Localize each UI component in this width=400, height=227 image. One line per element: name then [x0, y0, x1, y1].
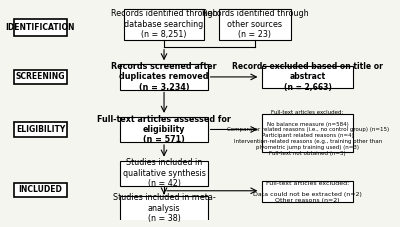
- FancyBboxPatch shape: [14, 183, 67, 197]
- FancyBboxPatch shape: [124, 8, 204, 40]
- Text: Records identified through
other sources
(n = 23): Records identified through other sources…: [202, 10, 308, 39]
- FancyBboxPatch shape: [262, 181, 353, 202]
- Text: Records screened after
duplicates removed
(n = 3,234): Records screened after duplicates remove…: [111, 62, 217, 92]
- FancyBboxPatch shape: [14, 122, 67, 137]
- FancyBboxPatch shape: [14, 70, 67, 84]
- FancyBboxPatch shape: [120, 161, 208, 186]
- FancyBboxPatch shape: [14, 20, 67, 36]
- Text: IDENTIFICATION: IDENTIFICATION: [6, 23, 75, 32]
- FancyBboxPatch shape: [120, 117, 208, 142]
- Text: Studies included in meta-
analysis
(n = 38): Studies included in meta- analysis (n = …: [113, 193, 216, 223]
- Text: SCREENING: SCREENING: [16, 72, 65, 81]
- FancyBboxPatch shape: [262, 66, 353, 88]
- Text: Records excluded based on title or
abstract
(n = 2,663): Records excluded based on title or abstr…: [232, 62, 383, 92]
- FancyBboxPatch shape: [218, 8, 291, 40]
- Text: Full-text articles assessed for
eligibility
(n = 571): Full-text articles assessed for eligibil…: [97, 115, 231, 144]
- FancyBboxPatch shape: [120, 196, 208, 221]
- Text: Records identified through
database searching
(n = 8,251): Records identified through database sear…: [111, 10, 217, 39]
- FancyBboxPatch shape: [120, 64, 208, 89]
- Text: Full-text articles excluded:

No balance measure (n=584)
Comparator related reas: Full-text articles excluded: No balance …: [226, 110, 389, 155]
- Text: Full-text articles excluded:

Data could not be extracted (n=2)
Other reasons (n: Full-text articles excluded: Data could …: [253, 181, 362, 203]
- Text: ELIGIBILITY: ELIGIBILITY: [16, 125, 65, 134]
- Text: Studies included in
qualitative synthesis
(n = 42): Studies included in qualitative synthesi…: [122, 158, 206, 188]
- Text: INCLUDED: INCLUDED: [18, 185, 62, 194]
- FancyBboxPatch shape: [262, 114, 353, 152]
